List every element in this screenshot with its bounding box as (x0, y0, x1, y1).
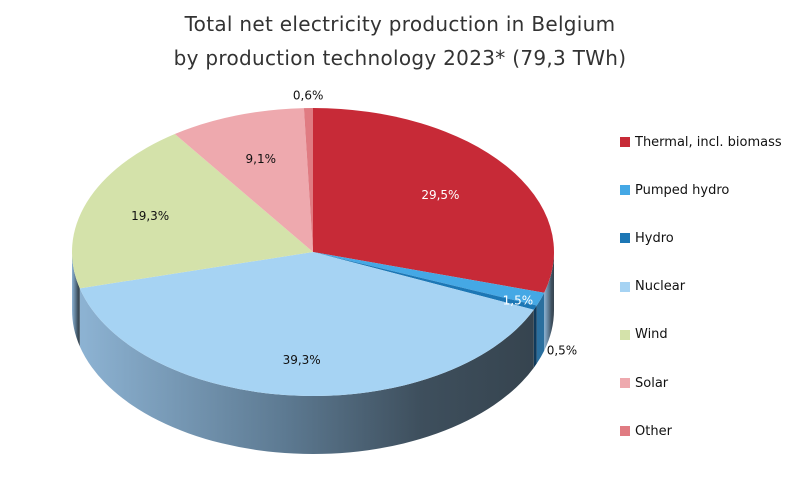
pie-side-0 (544, 252, 554, 351)
legend-item[interactable]: Wind (620, 311, 782, 359)
pie-sides (72, 252, 554, 455)
pie-slice-other[interactable] (303, 108, 313, 252)
pie-slice-solar[interactable] (174, 108, 313, 253)
legend: Thermal, incl. biomass Pumped hydro Hydro N… (620, 118, 782, 455)
legend-label: Thermal, incl. biomass (635, 134, 782, 150)
legend-swatch (620, 329, 630, 340)
legend-label: Pumped hydro (635, 182, 730, 198)
data-label: 1,5% (503, 293, 534, 307)
legend-swatch (620, 378, 630, 389)
legend-label: Hydro (635, 230, 674, 246)
legend-swatch (620, 185, 630, 196)
legend-item[interactable]: Hydro (620, 214, 782, 262)
chart-subtitle: by production technology 2023* (79,3 TWh… (173, 46, 627, 70)
pie-side-1 (536, 292, 545, 364)
data-label: 0,5% (547, 343, 578, 357)
legend-item[interactable]: Other (620, 407, 782, 455)
legend-item[interactable]: Solar (620, 359, 782, 407)
data-label: 39,3% (283, 353, 321, 367)
data-label: 19,3% (131, 209, 169, 223)
pie-slice-nuclear[interactable] (79, 252, 534, 396)
legend-item[interactable]: Pumped hydro (620, 166, 782, 214)
legend-label: Solar (635, 375, 669, 391)
pie-slice-pumped-hydro[interactable] (313, 252, 545, 306)
pie-side-3 (79, 288, 534, 455)
legend-swatch (620, 233, 630, 244)
legend-swatch (620, 137, 630, 148)
legend-label: Other (635, 423, 672, 439)
legend-swatch (620, 426, 630, 437)
legend-label: Wind (635, 327, 668, 343)
legend-label: Nuclear (635, 279, 686, 295)
data-label: 9,1% (246, 152, 277, 166)
pie-slice-hydro[interactable] (313, 252, 537, 310)
pie-side-4 (72, 252, 80, 347)
legend-swatch (620, 281, 630, 292)
pie-side-2 (533, 305, 537, 368)
pie-slice-thermal-incl-biomass[interactable] (313, 108, 554, 293)
chart-title: Total net electricity production in Belg… (184, 12, 616, 36)
pie-top (71, 108, 554, 396)
data-label: 29,5% (421, 188, 459, 202)
legend-item[interactable]: Nuclear (620, 263, 782, 311)
pie-slice-wind[interactable] (71, 134, 313, 289)
legend-item[interactable]: Thermal, incl. biomass (620, 118, 782, 166)
data-label: 0,6% (293, 88, 324, 102)
